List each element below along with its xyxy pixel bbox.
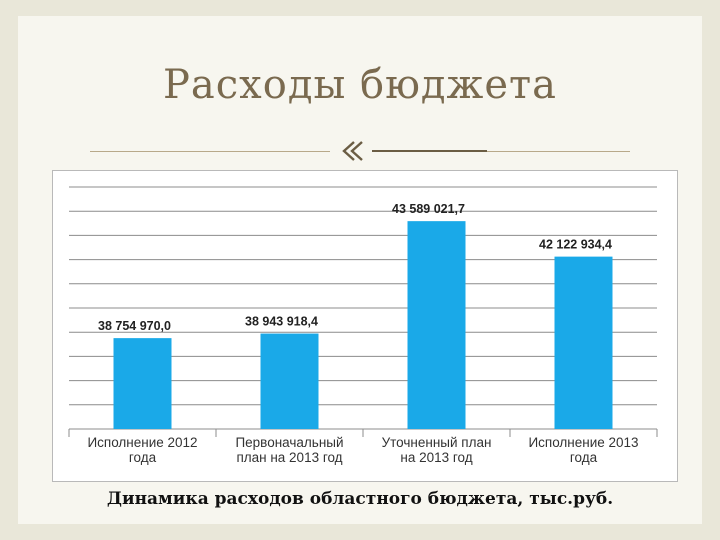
value-label-4: 42 122 934,4 xyxy=(539,238,612,252)
ornament-icon xyxy=(342,141,363,161)
category-label-3-line-2: на 2013 год xyxy=(400,450,472,465)
bar-1 xyxy=(113,338,172,429)
value-label-3: 43 589 021,7 xyxy=(392,202,465,216)
value-label-2: 38 943 918,4 xyxy=(245,315,318,329)
category-label-2-line-1: Первоначальный xyxy=(235,435,343,450)
chart-frame: 38 754 970,0 38 943 918,4 43 589 021,7 42 1… xyxy=(52,170,678,482)
category-label-3-line-1: Уточненный план xyxy=(382,435,492,450)
labels-layer: 38 754 970,0 38 943 918,4 43 589 021,7 42 1… xyxy=(98,202,612,333)
title-divider-accent xyxy=(372,150,487,152)
bar-chart: 38 754 970,0 38 943 918,4 43 589 021,7 42 1… xyxy=(68,186,658,465)
slide-title: Расходы бюджета xyxy=(163,62,557,108)
title-divider-left xyxy=(90,151,330,152)
bar-3 xyxy=(407,221,466,429)
category-label-4-line-2: года xyxy=(570,450,598,465)
category-label-4-line-1: Исполнение 2013 xyxy=(528,435,638,450)
chart-caption: Динамика расходов областного бюджета, ты… xyxy=(106,489,614,509)
category-label-2-line-2: план на 2013 год xyxy=(236,450,342,465)
value-label-1: 38 754 970,0 xyxy=(98,319,171,333)
bar-4 xyxy=(554,256,613,429)
category-label-1-line-1: Исполнение 2012 xyxy=(87,435,197,450)
bar-2 xyxy=(260,333,319,429)
category-label-1-line-2: года xyxy=(129,450,157,465)
title-divider-right xyxy=(380,151,630,152)
bars-layer xyxy=(113,221,613,429)
